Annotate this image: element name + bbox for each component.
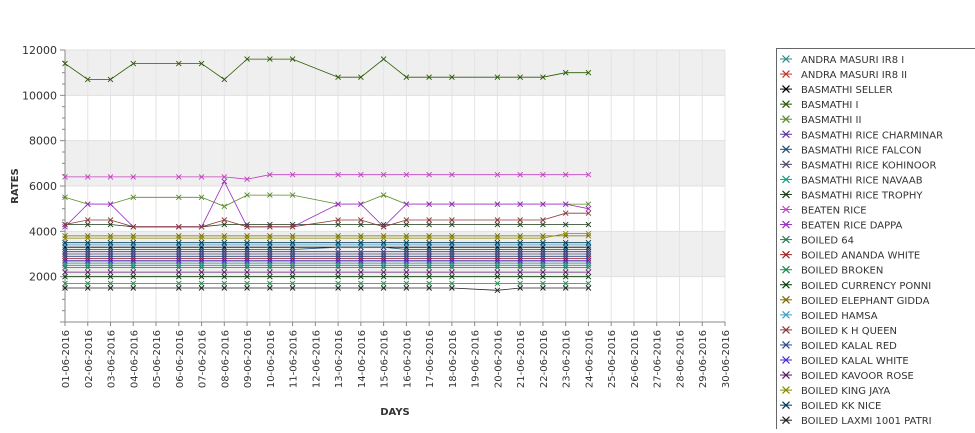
x-tick-label: 05-06-2016 — [152, 330, 163, 388]
x-tick-label: 02-06-2016 — [84, 330, 95, 388]
legend-label: BASMATHI RICE KOHINOOR — [801, 160, 936, 171]
x-tick-label: 26-06-2016 — [630, 330, 641, 388]
x-axis-label: DAYS — [380, 407, 410, 418]
series-19 — [63, 211, 591, 230]
x-tick-label: 23-06-2016 — [562, 330, 573, 388]
x-tick-label: 20-06-2016 — [493, 330, 504, 388]
x-tick-label: 15-06-2016 — [380, 330, 391, 388]
x-tick-label: 07-06-2016 — [198, 330, 209, 388]
x-tick-label: 19-06-2016 — [471, 330, 482, 388]
legend-label: BASMATHI RICE NAVAAB — [801, 175, 923, 186]
legend-label: ANDRA MASURI IR8 II — [801, 70, 907, 81]
x-tick-label: 25-06-2016 — [607, 330, 618, 388]
legend-label: BASMATHI RICE TROPHY — [801, 190, 923, 201]
series-10 — [63, 222, 591, 229]
x-tick-label: 10-06-2016 — [266, 330, 277, 388]
series-line — [65, 288, 588, 290]
x-tick-label: 13-06-2016 — [334, 330, 345, 388]
legend-label: BEATEN RICE DAPPA — [801, 221, 902, 232]
x-tick-label: 11-06-2016 — [289, 330, 300, 388]
legend: ANDRA MASURI IR8 I ANDRA MASURI IR8 II BAS… — [777, 49, 975, 430]
legend-label: BOILED K H QUEEN — [801, 326, 897, 337]
x-tick-label: 27-06-2016 — [653, 330, 664, 388]
series-5 — [63, 193, 591, 209]
x-tick-label: 09-06-2016 — [243, 330, 254, 388]
legend-label: BOILED ELEPHANT GIDDA — [801, 296, 930, 307]
x-tick-label: 03-06-2016 — [107, 330, 118, 388]
x-tick-label: 30-06-2016 — [721, 330, 732, 388]
series-25 — [63, 286, 591, 293]
series-15 — [63, 281, 591, 286]
legend-label: BOILED 64 — [801, 236, 854, 247]
x-tick-label: 08-06-2016 — [220, 330, 231, 388]
legend-label: ANDRA MASURI IR8 I — [801, 55, 904, 66]
x-tick-label: 28-06-2016 — [675, 330, 686, 388]
series-line — [65, 195, 588, 206]
legend-label: BOILED KING JAYA — [801, 386, 890, 397]
y-tick-label: 6000 — [29, 180, 57, 193]
legend-label: BASMATHI II — [801, 115, 861, 126]
legend-label: BOILED KAVOOR ROSE — [801, 371, 914, 382]
x-tick-label: 01-06-2016 — [61, 330, 72, 388]
y-axis-ticks: 2000 4000 6000 8000 10000 12000 — [22, 44, 65, 322]
legend-label: BOILED ANANDA WHITE — [801, 251, 920, 262]
x-tick-label: 06-06-2016 — [175, 330, 186, 388]
x-tick-label: 24-06-2016 — [584, 330, 595, 388]
y-axis-label: RATES — [10, 168, 21, 204]
x-axis-ticks: 01-06-2016 02-06-2016 03-06-2016 04-06-2016… — [61, 322, 732, 388]
grid-band — [65, 50, 725, 95]
legend-label: BOILED CURRENCY PONNI — [801, 281, 931, 292]
legend-label: BOILED KALAL WHITE — [801, 356, 909, 367]
legend-label: BASMATHI RICE FALCON — [801, 145, 921, 156]
legend-label: BOILED LAXMI 1001 PATRI — [801, 416, 932, 427]
x-tick-label: 17-06-2016 — [425, 330, 436, 388]
grid-band — [65, 141, 725, 186]
legend-label: BOILED HAMSA — [801, 311, 878, 322]
legend-label: BASMATHI RICE CHARMINAR — [801, 130, 943, 141]
legend-label: BASMATHI SELLER — [801, 85, 893, 96]
y-tick-label: 10000 — [22, 89, 57, 102]
legend-label: BOILED KK NICE — [801, 401, 881, 412]
y-tick-label: 8000 — [29, 135, 57, 148]
y-tick-label: 4000 — [29, 225, 57, 238]
x-tick-label: 16-06-2016 — [402, 330, 413, 388]
legend-label: BOILED KALAL RED — [801, 341, 897, 352]
legend-label: BEATEN RICE — [801, 206, 867, 217]
y-tick-label: 12000 — [22, 44, 57, 57]
x-tick-label: 14-06-2016 — [357, 330, 368, 388]
y-tick-label: 2000 — [29, 271, 57, 284]
x-tick-label: 29-06-2016 — [698, 330, 709, 388]
legend-label: BOILED BROKEN — [801, 266, 883, 277]
x-tick-label: 21-06-2016 — [516, 330, 527, 388]
x-tick-label: 12-06-2016 — [311, 330, 322, 388]
legend-label: BASMATHI I — [801, 100, 858, 111]
x-tick-label: 04-06-2016 — [129, 330, 140, 388]
x-tick-label: 18-06-2016 — [448, 330, 459, 388]
x-tick-label: 22-06-2016 — [539, 330, 550, 388]
